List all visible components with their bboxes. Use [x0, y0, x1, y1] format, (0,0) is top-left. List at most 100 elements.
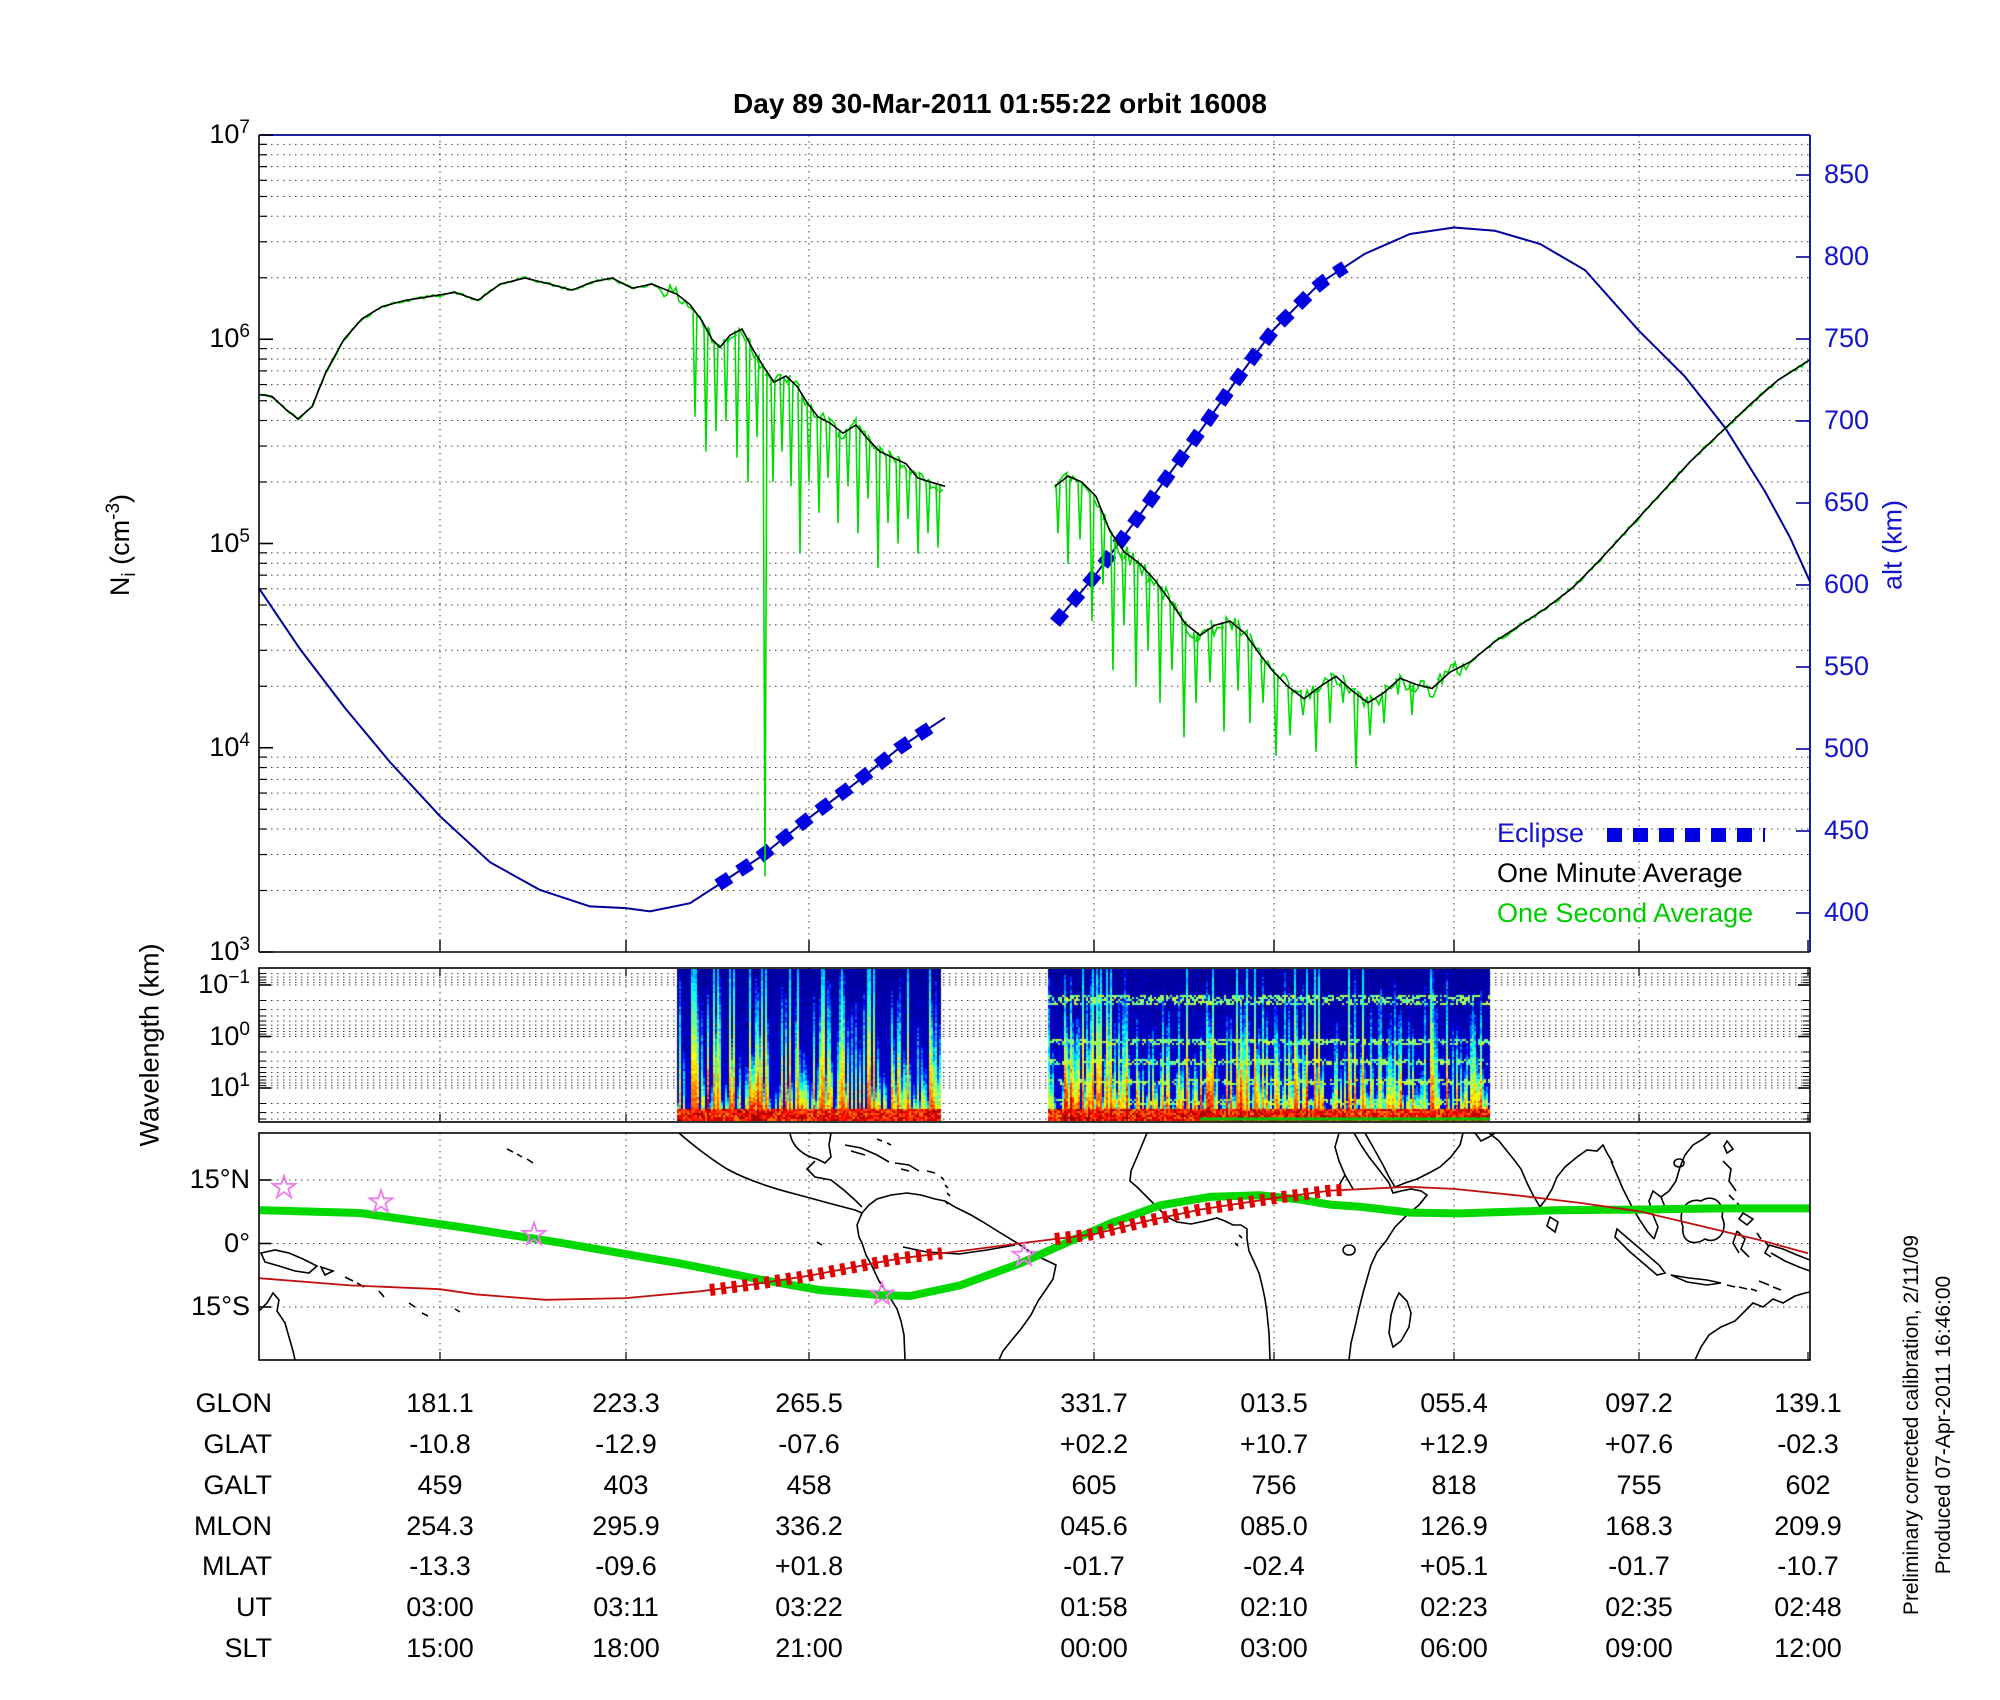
ni-axis-tick-label: 105: [209, 525, 250, 558]
station-star-marker: [1009, 1240, 1039, 1268]
table-cell: 331.7: [1060, 1388, 1128, 1418]
station-star-marker: [269, 1172, 299, 1200]
table-cell: +07.6: [1604, 1429, 1674, 1459]
y-axis-label-wavelength: Wavelength (km): [134, 943, 165, 1147]
table-cell: -02.4: [1243, 1551, 1305, 1581]
station-star-marker: [867, 1279, 897, 1307]
map-lat-tick-label: 15°S: [191, 1290, 250, 1321]
y-axis-label-alt: alt (km): [1877, 500, 1908, 590]
alt-axis-tick-label: 800: [1824, 241, 1870, 271]
map-lat-tick-label: 0°: [224, 1227, 250, 1258]
table-cell: 755: [1616, 1470, 1662, 1500]
table-cell: -01.7: [1063, 1551, 1125, 1581]
table-cell: 254.3: [406, 1511, 474, 1541]
legend-one-minute-label: One Minute Average: [1497, 858, 1743, 888]
table-cell: 06:00: [1420, 1633, 1488, 1663]
table-cell: -12.9: [595, 1429, 657, 1459]
table-cell: +01.8: [774, 1551, 844, 1581]
table-cell: 336.2: [775, 1511, 843, 1541]
table-cell: 02:35: [1605, 1592, 1673, 1622]
table-cell: 085.0: [1240, 1511, 1308, 1541]
ni-axis-tick-label: 106: [209, 321, 250, 354]
table-cell: 045.6: [1060, 1511, 1128, 1541]
table-cell: 126.9: [1420, 1511, 1488, 1541]
table-cell: 02:10: [1240, 1592, 1308, 1622]
table-cell: 602: [1785, 1470, 1831, 1500]
table-cell: 139.1: [1774, 1388, 1842, 1418]
table-cell: 01:58: [1060, 1592, 1128, 1622]
table-cell: 09:00: [1605, 1633, 1673, 1663]
ground-track-line: [259, 1185, 1809, 1301]
magnetic-equator-line: [259, 1191, 1810, 1301]
table-row-label: MLAT: [201, 1551, 272, 1581]
station-star-marker: [366, 1187, 396, 1215]
alt-axis-tick-label: 450: [1824, 815, 1870, 845]
table-row-label: MLON: [193, 1511, 272, 1541]
table-cell: 21:00: [775, 1633, 843, 1663]
table-cell: 223.3: [592, 1388, 660, 1418]
table-cell: 097.2: [1605, 1388, 1673, 1418]
table-cell: 295.9: [592, 1511, 660, 1541]
alt-axis-tick-label: 650: [1824, 487, 1870, 517]
table-cell: +05.1: [1419, 1551, 1489, 1581]
table-cell: -02.3: [1777, 1429, 1839, 1459]
table-cell: 12:00: [1774, 1633, 1842, 1663]
table-cell: 03:00: [406, 1592, 474, 1622]
table-cell: +10.7: [1239, 1429, 1309, 1459]
table-cell: 605: [1071, 1470, 1117, 1500]
table-row-label: UT: [236, 1592, 272, 1622]
coastlines: [259, 1133, 1810, 1360]
ni-axis-tick-label: 107: [209, 117, 250, 149]
footer-produced-note: Produced 07-Apr-2011 16:46:00: [1932, 1275, 1955, 1575]
table-cell: 15:00: [406, 1633, 474, 1663]
table-cell: 403: [603, 1470, 649, 1500]
top-panel: [258, 134, 1811, 953]
map-lat-tick-label: 15°N: [189, 1164, 250, 1194]
wavelength-axis-tick-label: 101: [209, 1070, 250, 1102]
table-cell: -10.8: [409, 1429, 471, 1459]
alt-axis-tick-label: 500: [1824, 733, 1870, 763]
alt-axis-tick-label: 750: [1824, 323, 1870, 353]
table-row-label: GLAT: [203, 1429, 272, 1459]
table-row-label: GLON: [195, 1388, 272, 1418]
spectrogram-canvas: [259, 969, 1810, 1121]
table-cell: 02:48: [1774, 1592, 1842, 1622]
table-cell: 458: [786, 1470, 832, 1500]
table-cell: -10.7: [1777, 1551, 1839, 1581]
table-cell: 02:23: [1420, 1592, 1488, 1622]
table-cell: -01.7: [1608, 1551, 1670, 1581]
legend-eclipse-dash-swatch: [1607, 828, 1765, 842]
table-cell: 055.4: [1420, 1388, 1488, 1418]
alt-axis-tick-label: 550: [1824, 651, 1870, 681]
table-cell: 18:00: [592, 1633, 660, 1663]
y-axis-label-ni: Ni (cm-3): [102, 493, 141, 597]
table-row-label: SLT: [224, 1633, 272, 1663]
map-panel: [258, 1132, 1811, 1361]
page-title: Day 89 30-Mar-2011 01:55:22 orbit 16008: [733, 88, 1267, 119]
ni-axis-tick-label: 104: [209, 729, 250, 762]
wavelength-axis-tick-label: 100: [209, 1018, 250, 1051]
legend-eclipse-label: Eclipse: [1497, 818, 1585, 848]
legend-one-second-label: One Second Average: [1497, 898, 1754, 928]
footer-calibration-note: Preliminary corrected calibration, 2/11/…: [1900, 1234, 1923, 1616]
table-cell: 181.1: [406, 1388, 474, 1418]
table-cell: +12.9: [1419, 1429, 1489, 1459]
ni-axis-tick-label: 103: [209, 934, 250, 966]
table-cell: 013.5: [1240, 1388, 1308, 1418]
wavelength-axis-tick-label: 10−1: [198, 967, 250, 999]
table-cell: +02.2: [1059, 1429, 1129, 1459]
ground-track-eclipse-segment: [1054, 1184, 1344, 1245]
table-cell: 03:00: [1240, 1633, 1308, 1663]
alt-axis-tick-label: 700: [1824, 405, 1870, 435]
table-cell: -09.6: [595, 1551, 657, 1581]
alt-axis-tick-label: 400: [1824, 897, 1870, 927]
table-cell: 03:11: [593, 1592, 659, 1622]
table-cell: 459: [417, 1470, 463, 1500]
table-cell: 03:22: [775, 1592, 843, 1622]
alt-axis-tick-label: 600: [1824, 569, 1870, 599]
table-cell: 265.5: [775, 1388, 843, 1418]
station-star-marker: [519, 1219, 549, 1247]
table-row-label: GALT: [203, 1470, 272, 1500]
table-cell: 168.3: [1605, 1511, 1673, 1541]
